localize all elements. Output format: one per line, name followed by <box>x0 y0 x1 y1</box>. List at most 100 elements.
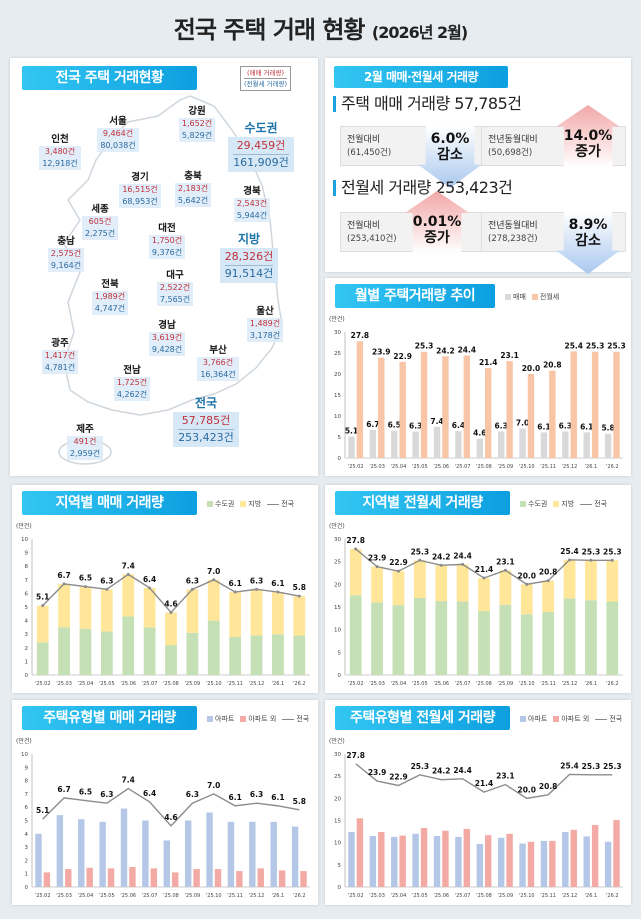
data-label: 25.3 <box>411 762 430 771</box>
data-label: 5.1 <box>345 427 358 436</box>
legend-label: 지방 <box>561 500 575 508</box>
region-name: 광주 <box>51 338 69 349</box>
unit-label: (만건) <box>329 316 345 323</box>
data-label: 6.3 <box>559 422 572 431</box>
y-tick-label: 10 <box>334 841 341 847</box>
y-tick-label: 30 <box>334 537 341 543</box>
region-name: 전북 <box>101 279 119 290</box>
data-label: 4.6 <box>164 599 177 608</box>
bar-아파트 <box>604 841 612 887</box>
region-10: 전북 1,989건 4,747건 <box>80 279 140 315</box>
y-tick-label: 20 <box>334 372 341 378</box>
data-label: 24.4 <box>453 551 472 560</box>
bar-지방 <box>392 571 405 606</box>
data-label: 7.4 <box>122 776 135 785</box>
x-tick-label: '25.12 <box>562 464 578 470</box>
x-tick-label: '25.03 <box>369 893 385 899</box>
y-tick-label: 5 <box>25 819 29 825</box>
bar-지방 <box>100 589 113 632</box>
x-tick-label: '25.10 <box>519 893 535 899</box>
data-label: 23.1 <box>496 557 515 566</box>
bar-수도권 <box>478 611 490 675</box>
bar-수도권 <box>585 600 597 675</box>
region-name: 서울 <box>109 116 127 127</box>
legend-item: 아파트 외 <box>240 714 276 724</box>
data-label: 24.2 <box>432 767 451 776</box>
y-tick-label: 5 <box>338 650 342 656</box>
bar-수도권 <box>499 604 512 675</box>
data-label: 23.1 <box>500 351 519 360</box>
rent-yoy-label: 전년동월대비 <box>488 221 538 231</box>
data-label: 6.3 <box>100 790 113 799</box>
line-point <box>503 568 507 572</box>
y-tick-label: 7 <box>25 578 29 584</box>
bar-아파트 <box>56 815 64 887</box>
region-sale: 3,619건 <box>151 333 183 342</box>
bar-아파트 <box>142 820 149 887</box>
y-tick-label: 9 <box>25 551 29 557</box>
bar-아파트 외 <box>193 869 200 887</box>
bar-지방 <box>186 589 199 633</box>
region-name: 세종 <box>91 204 109 215</box>
bar-매매 <box>519 428 526 458</box>
bar-아파트 <box>249 821 256 887</box>
legend-line <box>580 503 593 505</box>
region-5: 경북 2,543건 5,944건 <box>222 186 282 222</box>
line-point <box>169 610 173 614</box>
x-tick-label: '25.12 <box>249 893 265 899</box>
chart-monthly: 0 5 10 15 20 25 30 '25.02 '25.03 '25.04 '25.05 '25.… <box>334 330 626 470</box>
bar-지방 <box>122 574 135 617</box>
data-label: 6.5 <box>388 421 401 430</box>
bar-아파트 외 <box>172 872 179 887</box>
bar-수도권 <box>542 611 555 675</box>
summary-header: 2월 매매·전월세 거래량 <box>334 66 508 88</box>
region-3: 경기 16,515건 68,953건 <box>110 172 170 208</box>
region-values: 9,464건 80,038건 <box>97 128 139 152</box>
y-tick-label: 0 <box>25 885 29 891</box>
data-label: 6.3 <box>186 576 199 585</box>
legend-swatch <box>520 501 526 507</box>
line-point <box>297 594 301 598</box>
region-values: 1,725건 4,262건 <box>113 377 151 401</box>
legend-line <box>595 718 608 720</box>
x-tick-label: '25.06 <box>120 681 136 687</box>
bar-지방 <box>36 605 49 643</box>
data-label: 25.4 <box>560 547 579 556</box>
line-point <box>354 547 358 551</box>
bar-아파트 <box>78 819 85 887</box>
bar-아파트 외 <box>129 867 136 887</box>
legend-label: 아파트 <box>215 715 235 723</box>
x-tick-label: '25.02 <box>348 893 364 899</box>
x-tick-label: '25.06 <box>120 893 136 899</box>
region-11: 울산 1,489건 3,178건 <box>235 306 295 342</box>
page-title: 전국 주택 거래 현황 (2026년 2월) <box>0 10 641 45</box>
legend-label: 전국 <box>296 715 310 723</box>
bar-매매 <box>497 431 505 458</box>
total-2: 전국 57,785건 253,423건 <box>166 397 246 447</box>
x-tick-label: '25.12 <box>249 681 265 687</box>
y-tick-label: 4 <box>25 832 29 838</box>
bar-수도권 <box>122 616 135 675</box>
data-label: 5.8 <box>293 583 306 592</box>
region-rent: 68,953건 <box>122 197 158 206</box>
y-tick-label: 20 <box>334 796 341 802</box>
chart-legend: 아파트 아파트 외 전국 <box>207 714 309 724</box>
data-label: 25.3 <box>415 342 434 351</box>
region-sale: 1,989건 <box>94 292 126 301</box>
region-sale: 16,515건 <box>122 185 158 194</box>
region-values: 1,750건 9,376건 <box>148 235 186 259</box>
region-name: 인천 <box>51 134 69 145</box>
y-tick-label: 3 <box>25 845 29 851</box>
bar-매매 <box>412 431 419 458</box>
total-rent: 253,423건 <box>178 431 234 444</box>
legend-sale: (매매 거래량) <box>244 68 288 79</box>
y-tick-label: 1 <box>25 659 29 665</box>
bar-지방 <box>349 548 362 596</box>
x-tick-label: '25.04 <box>78 893 94 899</box>
legend-swatch <box>207 501 213 507</box>
region-sale: 605건 <box>88 217 112 226</box>
x-tick-label: '25.02 <box>35 893 51 899</box>
region-values: 2,575건 9,164건 <box>47 248 85 272</box>
x-tick-label: '25.09 <box>185 681 201 687</box>
chart-title: 월별 주택거래량 추이 <box>335 284 495 308</box>
